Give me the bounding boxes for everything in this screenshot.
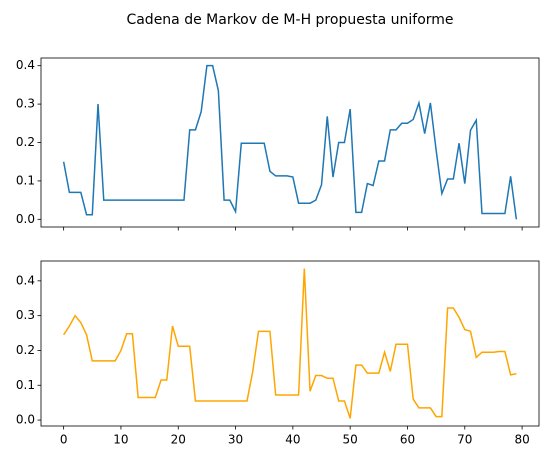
axes-frame [40,57,540,228]
y-tick-label: 0.2 [16,135,35,149]
x-tick-label: 50 [343,433,358,447]
y-tick-label: 0.4 [16,58,35,72]
y-tick-label: 0.3 [16,97,35,111]
axes-frame [40,260,540,427]
x-tick-label: 40 [285,433,300,447]
y-tick-label: 0.2 [16,343,35,357]
x-tick-label: 10 [113,433,128,447]
x-tick-label: 0 [60,433,68,447]
data-line [63,268,517,419]
figure-title: Cadena de Markov de M-H propuesta unifor… [126,12,453,28]
x-tick-label: 30 [228,433,243,447]
x-tick-label: 20 [171,433,186,447]
y-tick-label: 0.3 [16,308,35,322]
y-tick-label: 0.1 [16,378,35,392]
x-tick-label: 70 [457,433,472,447]
y-tick-label: 0.4 [16,273,35,287]
y-tick-label: 0.1 [16,173,35,187]
x-tick-label: 80 [514,433,529,447]
data-line [62,64,518,220]
y-tick-label: 0.0 [16,413,35,427]
x-tick-label: 60 [400,433,415,447]
y-tick-label: 0.0 [16,212,35,226]
